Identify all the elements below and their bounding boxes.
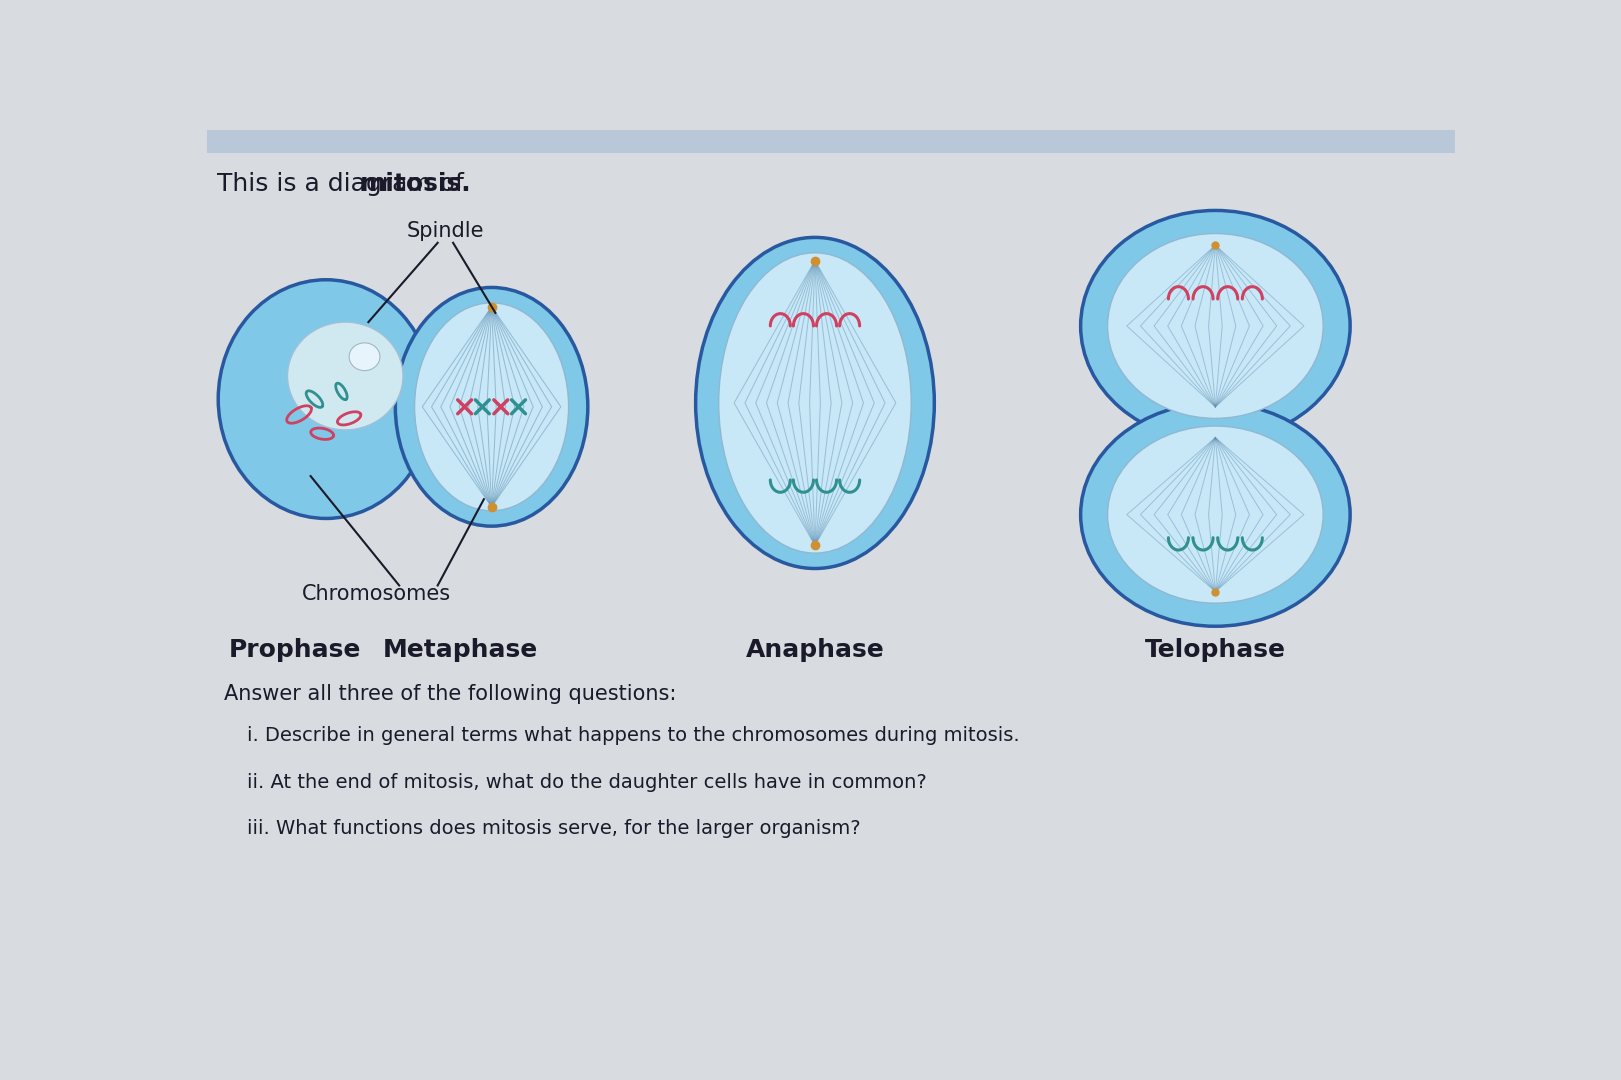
Ellipse shape — [219, 280, 434, 518]
Ellipse shape — [287, 322, 404, 430]
Text: Spindle: Spindle — [407, 221, 485, 241]
Ellipse shape — [1107, 426, 1323, 603]
Text: i. Describe in general terms what happens to the chromosomes during mitosis.: i. Describe in general terms what happen… — [246, 727, 1020, 745]
Ellipse shape — [396, 287, 588, 526]
Text: Telophase: Telophase — [1144, 638, 1285, 662]
Text: Answer all three of the following questions:: Answer all three of the following questi… — [224, 684, 676, 704]
Ellipse shape — [695, 238, 934, 568]
Ellipse shape — [415, 302, 569, 511]
Text: iii. What functions does mitosis serve, for the larger organism?: iii. What functions does mitosis serve, … — [246, 819, 861, 838]
Text: ii. At the end of mitosis, what do the daughter cells have in common?: ii. At the end of mitosis, what do the d… — [246, 772, 927, 792]
Text: Metaphase: Metaphase — [383, 638, 538, 662]
Text: Chromosomes: Chromosomes — [302, 584, 451, 604]
Ellipse shape — [718, 253, 911, 553]
Ellipse shape — [1107, 233, 1323, 418]
Ellipse shape — [349, 342, 379, 370]
Text: Anaphase: Anaphase — [746, 638, 885, 662]
Ellipse shape — [1081, 211, 1350, 442]
Text: mitosis.: mitosis. — [360, 172, 472, 195]
Ellipse shape — [1081, 403, 1350, 626]
Bar — [207, 130, 1456, 152]
Text: Prophase: Prophase — [229, 638, 361, 662]
Text: This is a diagram of: This is a diagram of — [217, 172, 472, 195]
